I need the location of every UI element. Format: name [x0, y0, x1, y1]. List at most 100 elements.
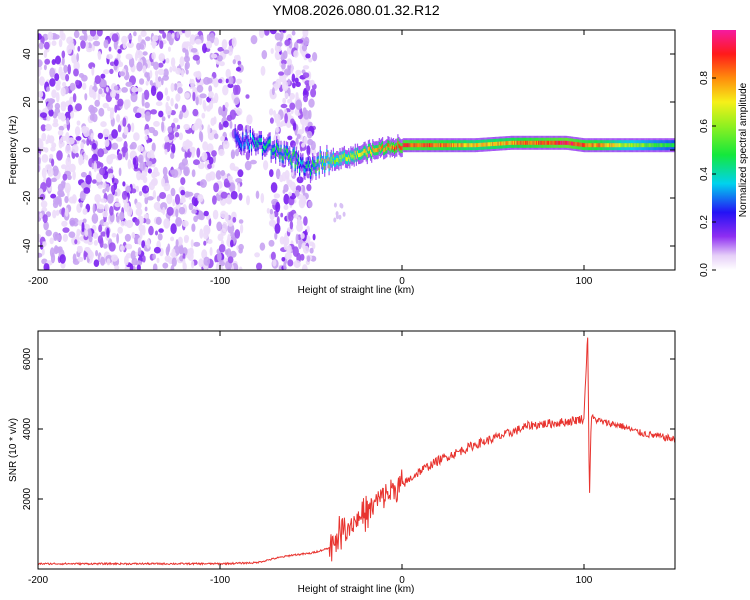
noise-blob	[218, 244, 226, 253]
noise-blob	[114, 191, 118, 197]
noise-blob	[175, 67, 182, 75]
noise-blob	[184, 30, 191, 38]
noise-blob	[204, 225, 211, 235]
noise-blob	[90, 132, 94, 142]
noise-blob	[185, 61, 190, 70]
noise-blob	[203, 240, 207, 246]
noise-blob	[100, 121, 107, 128]
noise-blob	[165, 246, 170, 256]
y-tick-label: 4000	[22, 417, 33, 440]
band-core	[247, 141, 249, 146]
noise-blob	[136, 87, 143, 93]
noise-blob	[83, 32, 88, 42]
band-core	[325, 159, 327, 164]
noise-blob	[80, 40, 86, 49]
noise-blob	[340, 203, 344, 209]
noise-blob	[97, 184, 103, 189]
band-core	[661, 143, 663, 148]
noise-blob	[60, 87, 66, 97]
noise-blob	[45, 123, 52, 132]
band-core	[572, 141, 574, 146]
band-core	[443, 143, 445, 148]
noise-blob	[39, 193, 46, 201]
band-core	[498, 141, 500, 146]
noise-blob	[256, 262, 263, 270]
band-core	[482, 142, 484, 147]
band-core	[371, 151, 373, 156]
band-core	[348, 155, 350, 160]
noise-blob	[127, 159, 132, 170]
noise-blob	[308, 80, 312, 87]
noise-blob	[289, 102, 296, 110]
noise-blob	[206, 143, 214, 154]
band-core	[588, 143, 590, 148]
noise-blob	[58, 38, 63, 48]
noise-blob	[284, 252, 292, 260]
band-core	[347, 157, 349, 162]
noise-blob	[227, 45, 234, 56]
noise-blob	[108, 242, 116, 252]
noise-blob	[185, 49, 189, 59]
noise-blob	[191, 223, 196, 232]
noise-blob	[146, 238, 151, 249]
noise-blob	[77, 45, 81, 52]
noise-blob	[39, 112, 48, 118]
band-core	[582, 143, 585, 148]
noise-blob	[213, 77, 219, 88]
noise-blob	[214, 92, 219, 104]
noise-blob	[144, 111, 151, 122]
noise-blob	[276, 216, 280, 226]
noise-blob	[38, 139, 44, 150]
noise-blob	[101, 79, 107, 88]
band-core	[360, 152, 362, 157]
noise-blob	[220, 124, 224, 130]
noise-blob	[75, 136, 82, 141]
noise-blob	[190, 260, 195, 269]
noise-blob	[127, 34, 133, 40]
noise-blob	[52, 231, 59, 240]
noise-blob	[98, 224, 103, 233]
noise-blob	[96, 172, 103, 183]
band-core	[250, 144, 253, 149]
noise-blob	[178, 198, 186, 204]
noise-blob	[137, 237, 142, 246]
band-core	[521, 140, 523, 145]
band-core	[374, 148, 376, 153]
noise-blob	[91, 66, 95, 76]
y-tick-label: -40	[22, 238, 33, 253]
band-core	[265, 145, 267, 150]
noise-blob	[71, 144, 79, 154]
noise-blob	[192, 54, 200, 61]
noise-blob	[172, 199, 176, 207]
band-core	[565, 140, 567, 145]
noise-blob	[217, 233, 224, 242]
noise-blob	[159, 192, 167, 199]
noise-blob	[263, 30, 270, 36]
band-core	[281, 155, 283, 160]
band-core	[453, 143, 455, 148]
noise-blob	[240, 223, 244, 234]
spectrogram-x-ticks: -200 -100 0 100	[28, 30, 593, 287]
noise-blob	[287, 98, 293, 104]
noise-blob	[163, 68, 169, 78]
noise-blob	[142, 255, 146, 263]
band-core	[509, 140, 511, 145]
noise-blob	[38, 33, 42, 40]
noise-blob	[85, 174, 92, 185]
band-core	[385, 146, 387, 151]
noise-blob	[284, 92, 289, 99]
band-core	[243, 144, 245, 149]
noise-blob	[151, 171, 157, 179]
noise-blob	[174, 132, 180, 138]
band-core	[520, 140, 522, 145]
band-core	[615, 143, 617, 148]
noise-blob	[78, 73, 85, 78]
noise-blob	[312, 52, 318, 62]
noise-blob	[161, 116, 166, 122]
noise-blob	[120, 245, 125, 252]
noise-blob	[125, 99, 131, 109]
noise-blob	[63, 64, 68, 74]
noise-blob	[162, 166, 168, 176]
noise-blob	[84, 247, 90, 252]
noise-blob	[284, 39, 291, 46]
